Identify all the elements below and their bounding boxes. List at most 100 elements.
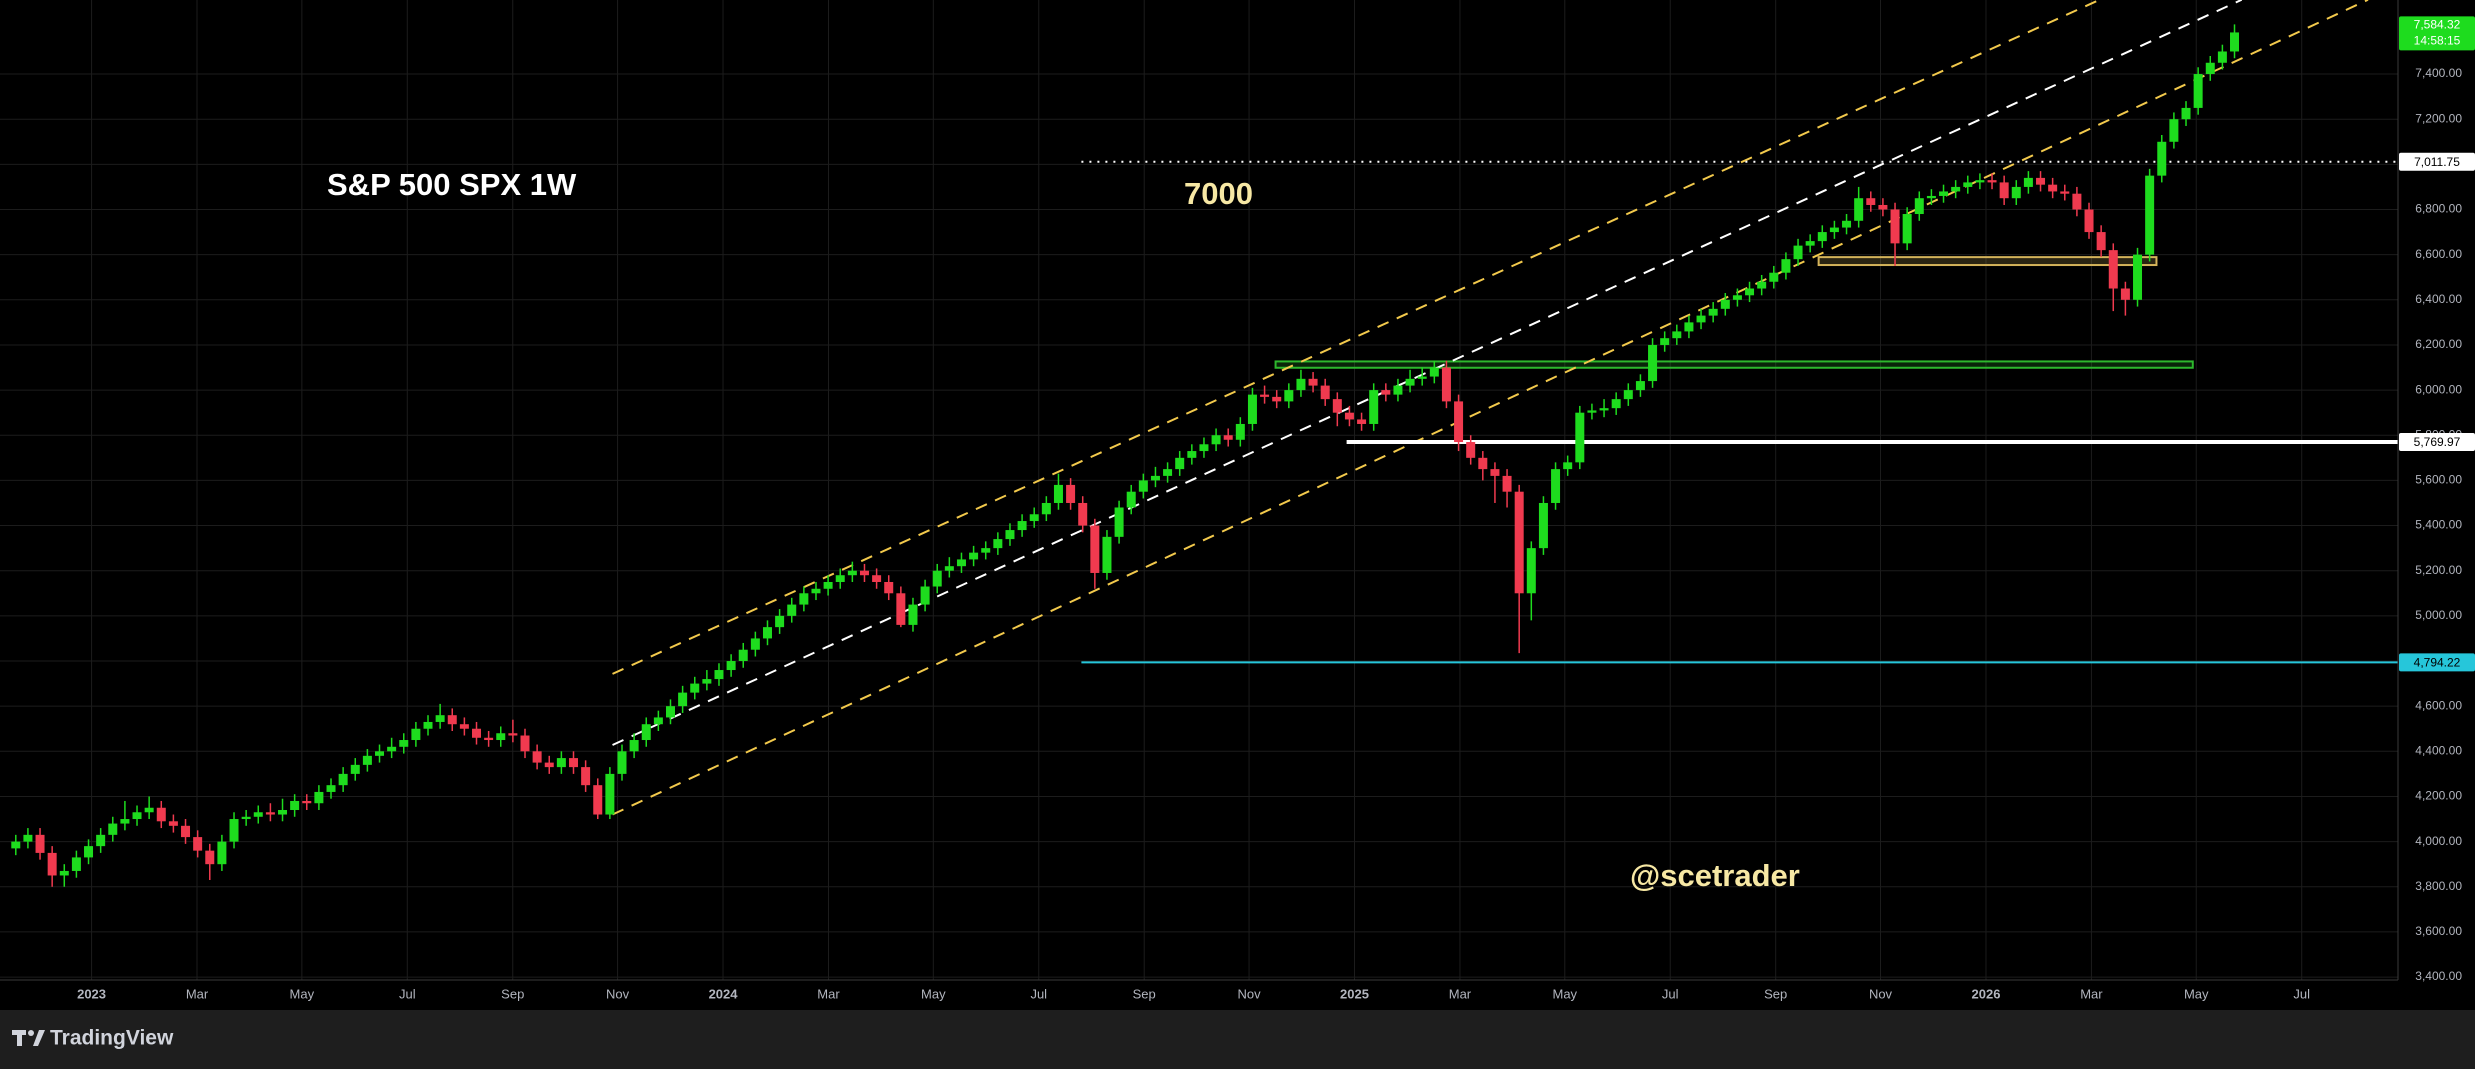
- candle-body: [1975, 180, 1985, 183]
- candle-body: [205, 850, 215, 865]
- candle-body: [1102, 536, 1112, 573]
- level-tag: [2399, 653, 2475, 672]
- candle-body: [1999, 182, 2009, 199]
- candle-body: [1514, 491, 1524, 594]
- x-tick-label: Mar: [817, 986, 840, 1001]
- candle-body: [1284, 390, 1294, 402]
- candle-body: [690, 683, 700, 693]
- candle-body: [2230, 32, 2240, 52]
- chart-title: S&P 500 SPX 1W: [327, 167, 577, 202]
- candle-body: [1320, 385, 1330, 400]
- candle-body: [1842, 220, 1852, 228]
- candle-body: [2096, 232, 2106, 251]
- candle-body: [2072, 193, 2082, 210]
- candle-body: [120, 819, 130, 824]
- candle-body: [1393, 385, 1403, 395]
- candle-body: [1357, 419, 1367, 424]
- x-tick-label: 2026: [1972, 986, 2001, 1001]
- y-tick-label: 6,000.00: [2415, 382, 2462, 396]
- candle-body: [1914, 198, 1924, 215]
- candle-body: [1090, 525, 1100, 573]
- candle-body: [993, 539, 1003, 549]
- x-tick-label: Mar: [186, 986, 209, 1001]
- y-tick-label: 4,400.00: [2415, 743, 2462, 757]
- candle-body: [1502, 475, 1512, 492]
- candle-body: [617, 751, 627, 774]
- candle-body: [1053, 484, 1063, 503]
- candle-body: [1939, 191, 1949, 196]
- candle-body: [1175, 457, 1185, 470]
- candle-body: [944, 566, 954, 571]
- candle-body: [1223, 435, 1233, 440]
- candle-body: [1466, 442, 1476, 458]
- candle-body: [702, 679, 712, 684]
- candle-body: [2036, 177, 2046, 185]
- price-tag: [2399, 16, 2475, 51]
- candle-body: [217, 841, 227, 865]
- x-tick-label: Mar: [2080, 986, 2103, 1001]
- x-tick-label: Sep: [1133, 986, 1156, 1001]
- candle-body: [193, 837, 203, 851]
- candle-body: [2060, 191, 2070, 194]
- candle-body: [1538, 502, 1548, 549]
- level-tag: [2399, 433, 2475, 452]
- candle-body: [265, 812, 275, 815]
- candle-body: [375, 751, 385, 756]
- candle-body: [1405, 378, 1415, 386]
- candle-body: [787, 604, 797, 616]
- candle-body: [2193, 74, 2203, 108]
- x-tick-label: May: [921, 986, 946, 1001]
- candle-body: [762, 627, 772, 639]
- candle-body: [472, 728, 482, 738]
- candle-body: [241, 816, 251, 820]
- candle-body: [2011, 186, 2021, 199]
- x-tick-label: 2025: [1340, 986, 1369, 1001]
- candle-body: [1417, 376, 1427, 379]
- candle-body: [884, 581, 894, 594]
- y-tick-label: 5,000.00: [2415, 608, 2462, 622]
- candle-body: [23, 834, 33, 842]
- candle-body: [1078, 502, 1088, 526]
- candle-body: [1199, 444, 1209, 452]
- candle-body: [2181, 107, 2191, 120]
- candle-body: [2120, 288, 2130, 300]
- candle-body: [1005, 530, 1015, 540]
- y-tick-label: 3,800.00: [2415, 879, 2462, 893]
- candle-body: [484, 737, 494, 741]
- candle-body: [2205, 62, 2215, 75]
- candle-body: [775, 615, 785, 628]
- candle-body: [1732, 295, 1742, 300]
- level-label: 4,794.22: [2414, 655, 2461, 669]
- x-tick-label: Nov: [1869, 986, 1893, 1001]
- candle-body: [1017, 521, 1027, 531]
- candle-body: [435, 715, 445, 722]
- candle-body: [11, 841, 21, 849]
- candle-body: [1829, 227, 1839, 233]
- candle-body: [314, 791, 324, 804]
- candle-body: [956, 559, 966, 567]
- candle-body: [1575, 412, 1585, 463]
- candle-body: [641, 724, 651, 741]
- candle-body: [2217, 51, 2227, 63]
- candle-body: [1235, 423, 1245, 440]
- price-tag-time: 14:58:15: [2414, 34, 2461, 48]
- candle-body: [253, 812, 263, 817]
- y-tick-label: 7,200.00: [2415, 111, 2462, 125]
- brand-logo: [12, 1030, 45, 1046]
- candle-body: [1344, 412, 1354, 420]
- y-tick-label: 4,200.00: [2415, 789, 2462, 803]
- candle-body: [1308, 378, 1318, 386]
- plot-area: [0, 0, 2398, 980]
- candle-body: [969, 552, 979, 560]
- candle-body: [908, 604, 918, 625]
- candle-body: [981, 548, 991, 553]
- candle-body: [847, 570, 857, 576]
- candle-body: [532, 751, 542, 763]
- candle-body: [1696, 315, 1706, 323]
- candle-body: [568, 758, 578, 768]
- candle-body: [1684, 322, 1694, 332]
- candle-body: [859, 570, 869, 576]
- candle-body: [750, 638, 760, 650]
- candle-body: [1126, 491, 1136, 508]
- candle-body: [1769, 272, 1779, 282]
